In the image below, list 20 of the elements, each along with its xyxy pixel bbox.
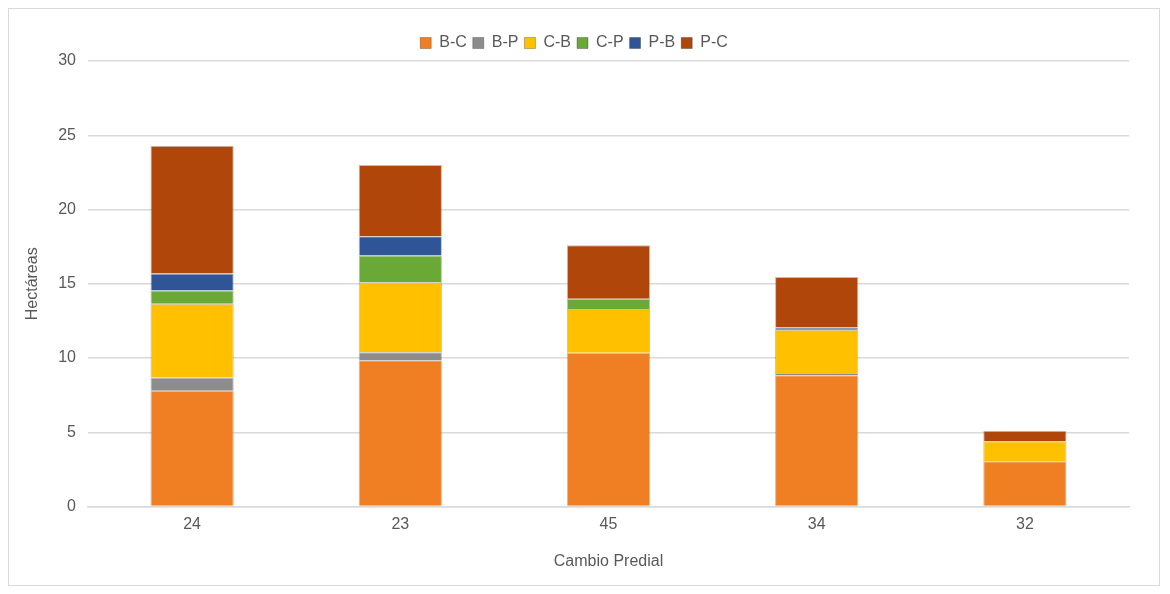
x-tick-label: 23 (391, 514, 410, 532)
legend-label: P-C (700, 33, 728, 51)
legend-label: B-C (439, 33, 467, 51)
x-tick-label: 45 (599, 514, 618, 532)
legend-label: C-B (543, 33, 572, 51)
x-tick-label: 34 (807, 514, 826, 532)
y-tick-label: 10 (58, 348, 77, 366)
y-axis-title: Hectáreas (23, 247, 41, 321)
x-tick-label: 24 (183, 514, 202, 532)
y-tick-label: 0 (67, 497, 77, 515)
legend-label: P-B (648, 33, 676, 51)
legend-label: B-P (491, 33, 519, 51)
y-tick-label: 5 (67, 422, 77, 440)
y-tick-label: 20 (58, 199, 77, 217)
y-tick-label: 25 (58, 125, 77, 143)
x-axis-title: Cambio Predial (553, 551, 664, 569)
x-tick-label: 32 (1016, 514, 1034, 532)
y-tick-label: 30 (58, 51, 77, 69)
y-tick-label: 15 (58, 274, 77, 292)
legend-label: C-P (596, 33, 624, 51)
